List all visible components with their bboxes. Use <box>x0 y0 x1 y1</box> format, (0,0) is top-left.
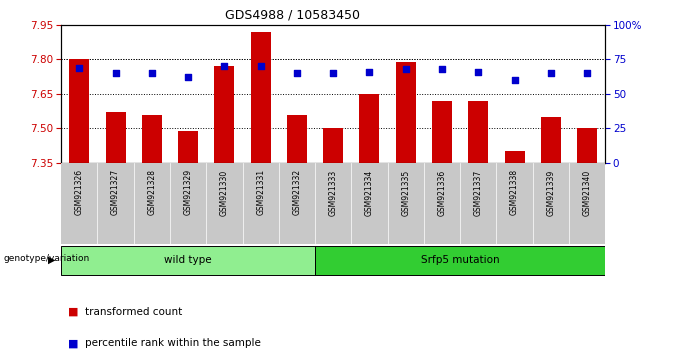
Bar <box>469 101 488 163</box>
Text: ■: ■ <box>68 338 78 348</box>
Bar <box>432 101 452 163</box>
Bar <box>360 94 379 163</box>
Point <box>183 74 194 80</box>
Bar <box>69 59 89 163</box>
Bar <box>178 131 198 163</box>
Text: GSM921334: GSM921334 <box>365 169 374 216</box>
Bar <box>105 112 126 163</box>
Text: GSM921329: GSM921329 <box>184 169 192 216</box>
Text: GDS4988 / 10583450: GDS4988 / 10583450 <box>225 9 360 22</box>
FancyBboxPatch shape <box>315 246 605 275</box>
Bar <box>541 117 561 163</box>
Text: GSM921338: GSM921338 <box>510 169 519 216</box>
Text: GSM921340: GSM921340 <box>583 169 592 216</box>
Point <box>401 66 411 72</box>
Point <box>328 70 339 76</box>
Bar <box>505 152 524 163</box>
Text: GSM921326: GSM921326 <box>75 169 84 216</box>
Text: ■: ■ <box>68 307 78 316</box>
Text: GSM921339: GSM921339 <box>546 169 556 216</box>
Point <box>545 70 556 76</box>
Text: GSM921332: GSM921332 <box>292 169 301 216</box>
Text: transformed count: transformed count <box>85 307 182 316</box>
Point <box>509 77 520 83</box>
Text: wild type: wild type <box>165 255 212 264</box>
Text: GSM921333: GSM921333 <box>328 169 338 216</box>
Text: percentile rank within the sample: percentile rank within the sample <box>85 338 261 348</box>
Bar <box>251 32 271 163</box>
Text: GSM921331: GSM921331 <box>256 169 265 216</box>
Text: GSM921328: GSM921328 <box>148 169 156 215</box>
Point <box>146 70 157 76</box>
Bar <box>287 115 307 163</box>
Text: GSM921336: GSM921336 <box>437 169 447 216</box>
Point <box>74 65 85 70</box>
Bar <box>577 129 597 163</box>
Text: GSM921330: GSM921330 <box>220 169 229 216</box>
Text: GSM921327: GSM921327 <box>111 169 120 216</box>
FancyBboxPatch shape <box>61 246 315 275</box>
Text: GSM921337: GSM921337 <box>474 169 483 216</box>
Point <box>110 70 121 76</box>
Point <box>255 63 266 69</box>
Bar <box>396 62 415 163</box>
Point <box>292 70 303 76</box>
Bar <box>323 129 343 163</box>
Point <box>364 69 375 75</box>
Point <box>437 66 447 72</box>
Bar <box>142 115 162 163</box>
Point <box>219 63 230 69</box>
Text: Srfp5 mutation: Srfp5 mutation <box>421 255 499 264</box>
Point <box>473 69 483 75</box>
Text: ▶: ▶ <box>48 255 56 264</box>
Text: genotype/variation: genotype/variation <box>3 254 90 263</box>
Point <box>581 70 592 76</box>
Bar <box>214 66 235 163</box>
Text: GSM921335: GSM921335 <box>401 169 410 216</box>
